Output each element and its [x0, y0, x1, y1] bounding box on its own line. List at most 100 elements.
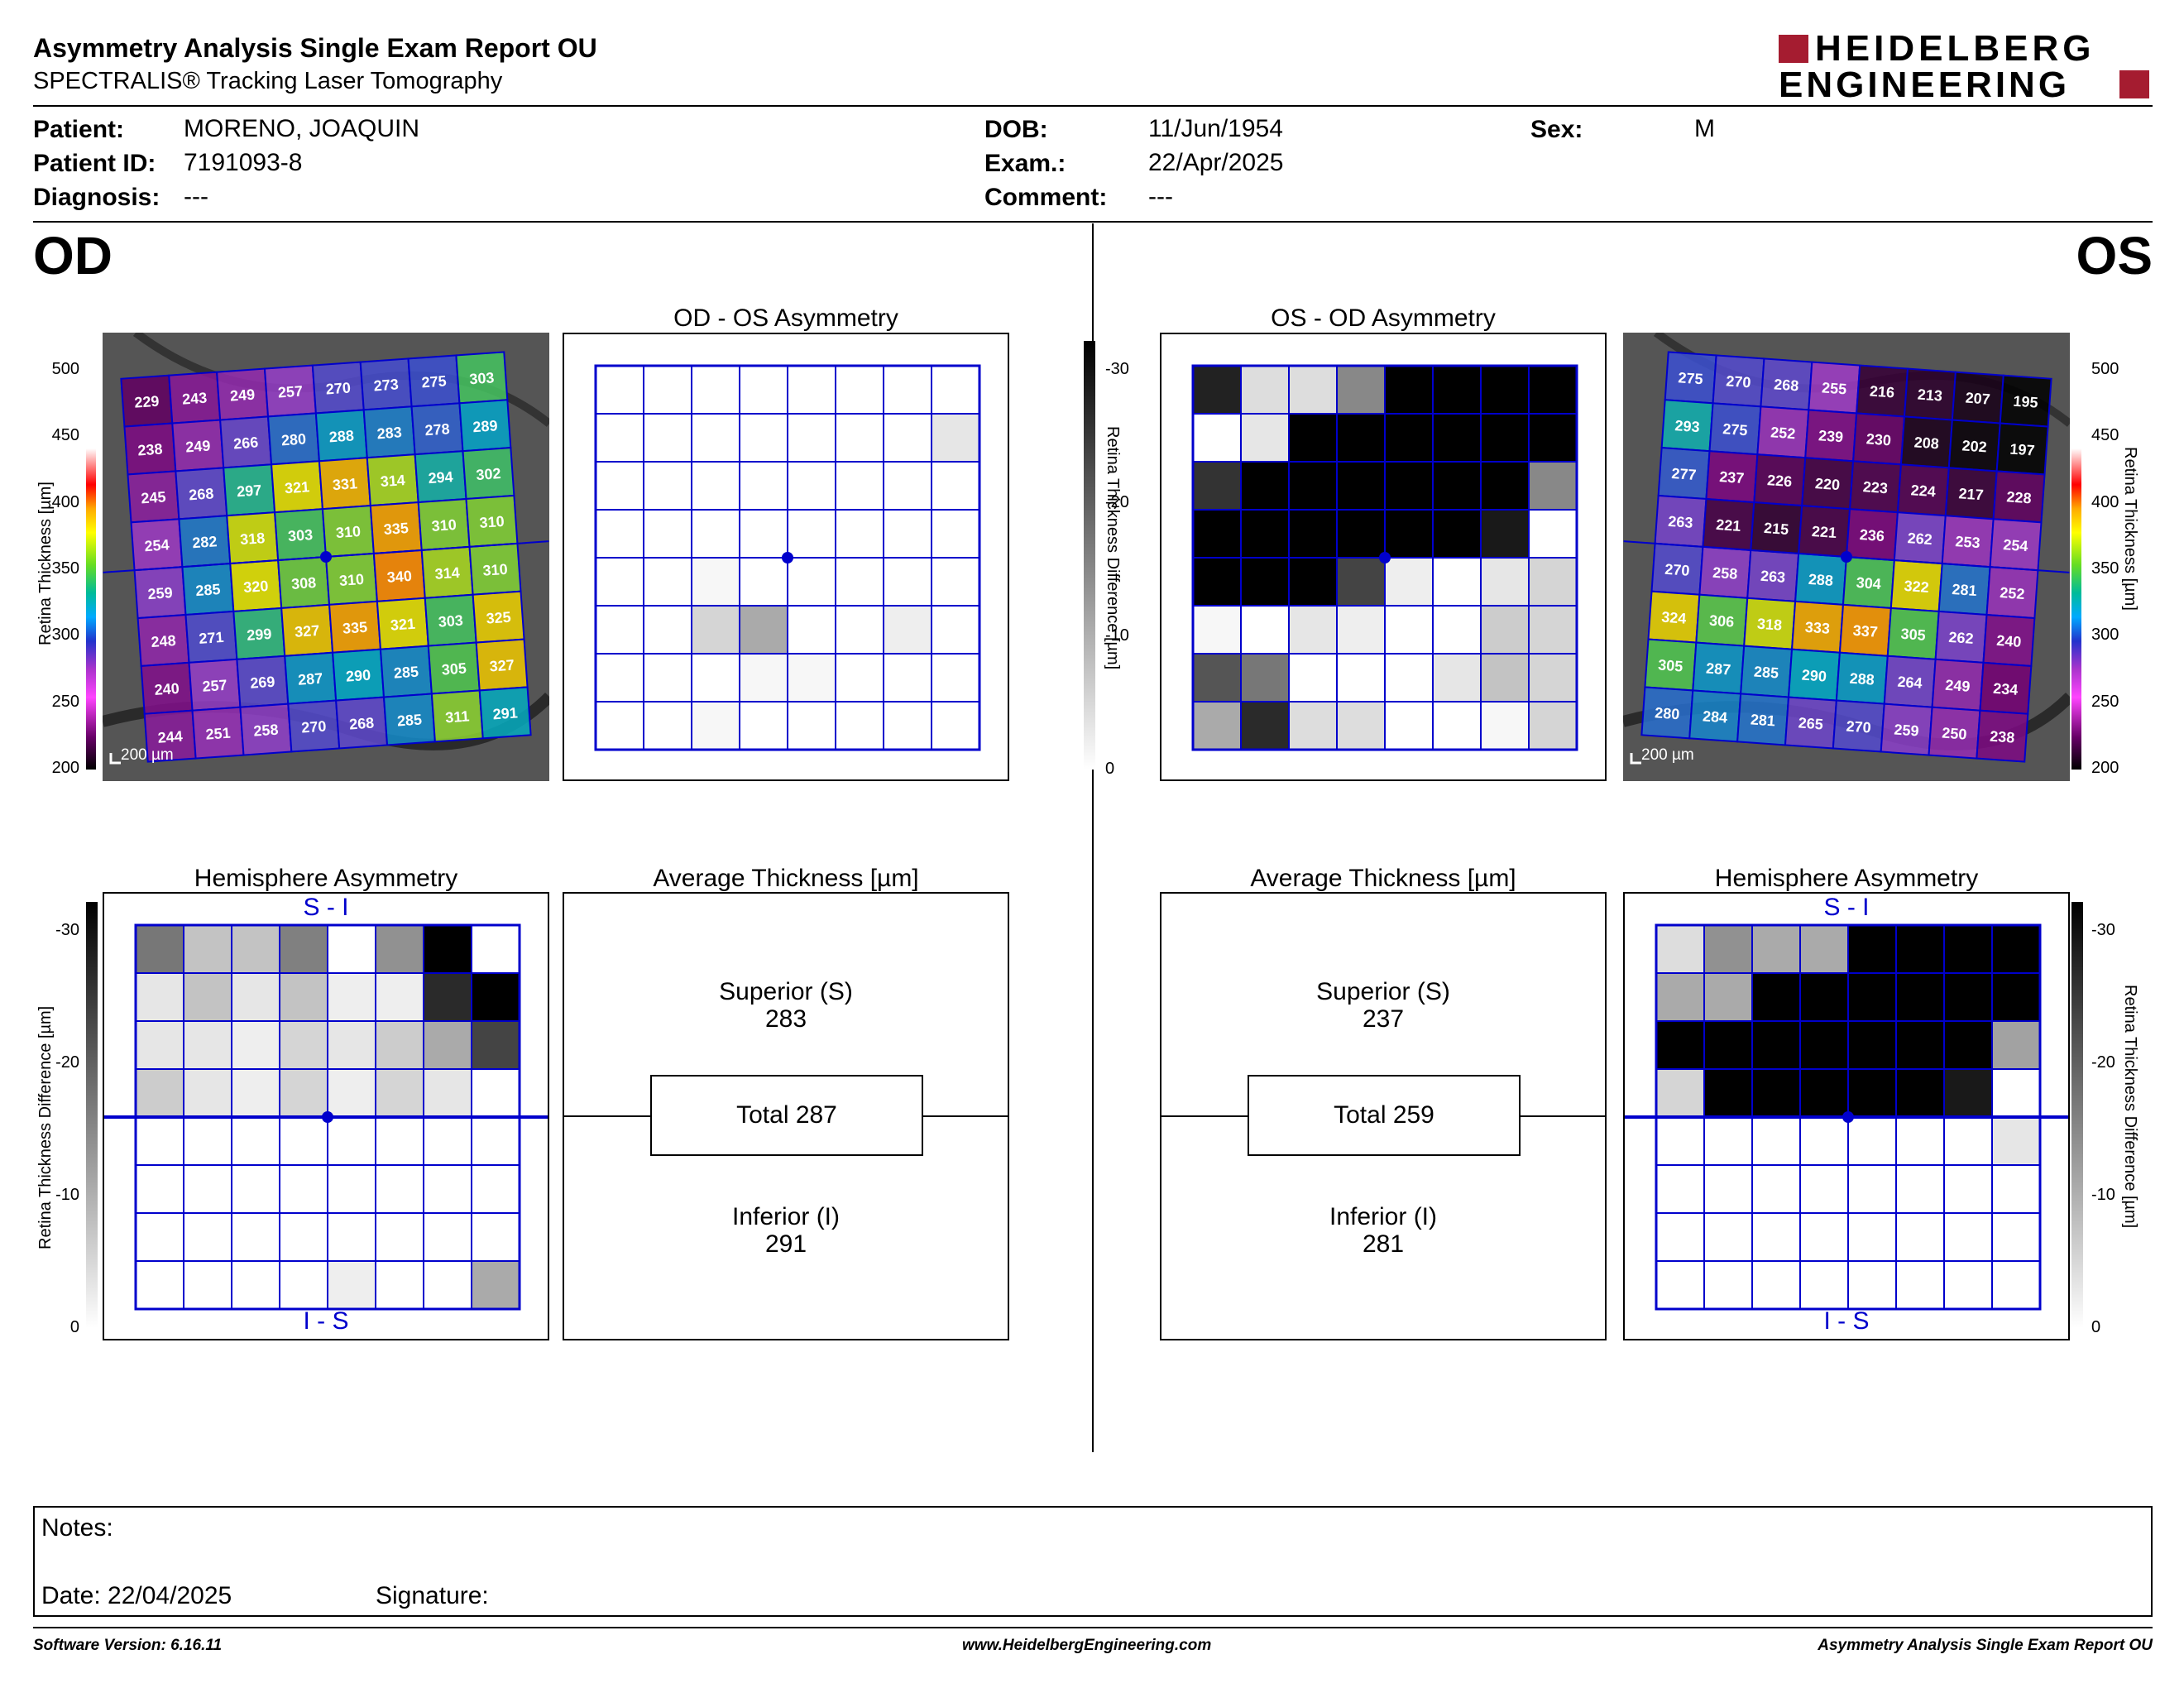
od-inferior-label: Inferior (I) [731, 1203, 841, 1230]
od-hemisphere-superior-cell [183, 924, 232, 974]
od-asymmetry-grid-border [594, 364, 981, 751]
os-hemi-difference-tick: -30 [2091, 921, 2115, 939]
od-hemisphere-superior-cell [231, 1068, 280, 1118]
od-average-title: Average Thickness [µm] [653, 865, 919, 892]
center-difference-tick: 0 [1105, 760, 1115, 778]
os-hemisphere-panel: S - I I - S [1623, 892, 2070, 1340]
os-thickness-map: 275 270 268 255 216 213 207 195 293 275 252 239 230 2… [1623, 333, 2070, 781]
os-asymmetry-fovea-marker [1379, 552, 1391, 563]
os-thickness-cell-value: 207 [1965, 390, 1990, 408]
od-thickness-cell-value: 278 [424, 420, 450, 439]
od-hemi-difference-tick: 0 [69, 1318, 79, 1336]
od-hemisphere-superior-cell [279, 1068, 328, 1118]
od-hemisphere-panel: S - I I - S [103, 892, 549, 1340]
od-hemisphere-inferior-cell [375, 1116, 424, 1166]
od-thickness-cell-value: 271 [199, 629, 224, 647]
od-thickness-cell-value: 311 [445, 707, 470, 726]
os-hemisphere-superior-cell [1847, 1020, 1897, 1070]
os-thickness-cell-value: 216 [1869, 382, 1894, 400]
od-asymmetry-cell [691, 653, 740, 703]
os-total-box: Total 259 [1248, 1075, 1521, 1156]
os-asymmetry-cell [1336, 701, 1386, 750]
os-asymmetry-cell [1384, 653, 1434, 703]
od-asymmetry-cell [595, 701, 644, 750]
od-asymmetry-cell [739, 413, 788, 463]
od-average-panel: Superior (S) 283 Total 287 Inferior (I) … [563, 892, 1009, 1340]
od-asymmetry-cell [691, 509, 740, 559]
od-asymmetry-cell [883, 461, 932, 511]
os-inferior-value: 281 [1362, 1230, 1405, 1258]
od-asymmetry-cell [787, 653, 836, 703]
od-hemisphere-superior-cell [375, 1020, 424, 1070]
od-asymmetry-cell [691, 605, 740, 655]
os-asymmetry-cell [1480, 653, 1530, 703]
od-thickness-cell-value: 318 [240, 530, 266, 548]
od-asymmetry-cell [883, 653, 932, 703]
sex-label: Sex: [1530, 116, 1583, 143]
os-hemisphere-superior-cell [1751, 1068, 1801, 1118]
od-thickness-cell-value: 240 [154, 680, 180, 698]
od-hemisphere-inferior-cell [231, 1116, 280, 1166]
od-hemisphere-inferior-cell [279, 1212, 328, 1262]
os-hemisphere-superior-cell [1847, 1068, 1897, 1118]
os-asymmetry-cell [1240, 413, 1290, 463]
od-thickness-cell-value: 245 [141, 488, 166, 506]
os-thickness-cell-value: 287 [1705, 660, 1731, 679]
os-hemisphere-superior-cell [1703, 1068, 1753, 1118]
od-asymmetry-cell [835, 461, 884, 511]
od-hemisphere-inferior-cell [231, 1260, 280, 1310]
od-thickness-cell-value: 310 [431, 516, 457, 535]
od-asymmetry-cell [643, 605, 692, 655]
os-asymmetry-cell [1432, 557, 1482, 607]
os-hemisphere-inferior-cell [1751, 1260, 1801, 1310]
od-hemisphere-superior-cell [471, 1068, 520, 1118]
os-asymmetry-cell [1432, 509, 1482, 559]
os-asymmetry-cell [1336, 365, 1386, 415]
od-hemisphere-inferior-cell [375, 1260, 424, 1310]
od-thickness-cell-value: 268 [348, 714, 374, 732]
od-thickness-cell-value: 325 [486, 609, 511, 627]
od-thickness-cell-value: 303 [438, 612, 463, 631]
os-thickness-cell-value: 262 [1948, 629, 1974, 647]
os-hemisphere-inferior-cell [1895, 1164, 1945, 1214]
os-thickness-cell-value: 228 [2006, 488, 2032, 506]
patient-id: 7191093-8 [184, 149, 303, 176]
os-thickness-tick: 250 [2091, 692, 2119, 711]
os-hemisphere-inferior-cell [1655, 1116, 1705, 1166]
od-asymmetry-cell [787, 509, 836, 559]
od-asymmetry-cell [787, 365, 836, 415]
od-asymmetry-cell [931, 653, 980, 703]
od-asymmetry-cell [931, 701, 980, 750]
od-hemisphere-superior-cell [471, 1020, 520, 1070]
od-thickness-cell-value: 270 [301, 718, 327, 736]
exam-label: Exam.: [984, 150, 1066, 177]
os-thickness-cell-value: 221 [1811, 523, 1837, 541]
os-asymmetry-cell [1192, 605, 1242, 655]
os-asymmetry-cell [1240, 653, 1290, 703]
os-hemisphere-inferior-cell [1703, 1116, 1753, 1166]
os-superior-label: Superior (S) [1316, 978, 1450, 1005]
od-hemi-difference-tick: -20 [55, 1053, 79, 1072]
od-asymmetry-title: OD - OS Asymmetry [673, 305, 898, 332]
os-asymmetry-cell [1192, 509, 1242, 559]
os-hemi-difference-tick: 0 [2091, 1318, 2101, 1336]
os-asymmetry-cell [1480, 509, 1530, 559]
website-link[interactable]: www.HeidelbergEngineering.com [962, 1637, 1212, 1654]
os-asymmetry-cell [1432, 605, 1482, 655]
patient-label: Patient: [33, 116, 125, 143]
os-hemi-difference-tick: -20 [2091, 1053, 2115, 1072]
od-hemisphere-inferior-cell [135, 1212, 184, 1262]
os-thickness-cell-value: 258 [1712, 564, 1738, 583]
od-hemisphere-inferior-cell [375, 1212, 424, 1262]
od-hemisphere-inferior-cell [183, 1164, 232, 1214]
od-thickness-cell-value: 244 [157, 728, 183, 746]
os-hemisphere-title: Hemisphere Asymmetry [1714, 865, 1979, 892]
os-thickness-cell-value: 268 [1774, 376, 1799, 394]
od-thickness-cell-value: 310 [479, 513, 505, 531]
os-hemisphere-superior-cell [1655, 924, 1705, 974]
os-thickness-cell-value: 333 [1804, 619, 1830, 637]
os-asymmetry-cell [1384, 605, 1434, 655]
os-thickness-scalebar-label: 200 µm [1641, 746, 1694, 764]
od-hemisphere-superior-cell [231, 972, 280, 1022]
os-thickness-cell-value: 318 [1756, 616, 1782, 634]
